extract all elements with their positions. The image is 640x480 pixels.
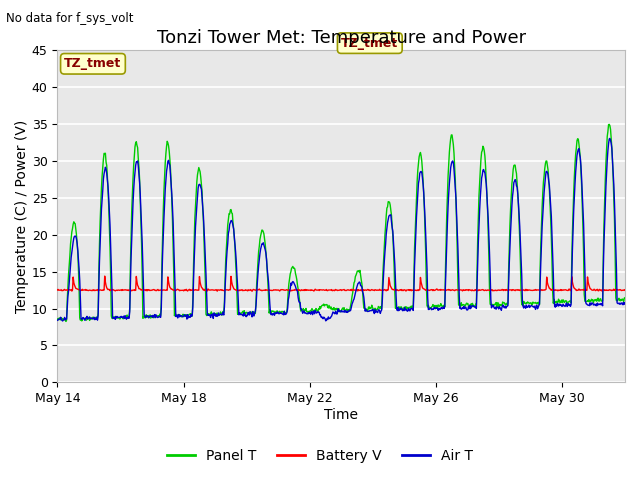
Text: TZ_tmet: TZ_tmet [341,36,399,49]
Title: Tonzi Tower Met: Temperature and Power: Tonzi Tower Met: Temperature and Power [157,29,525,48]
Y-axis label: Temperature (C) / Power (V): Temperature (C) / Power (V) [15,120,29,313]
Legend: Panel T, Battery V, Air T: Panel T, Battery V, Air T [161,443,479,468]
X-axis label: Time: Time [324,408,358,422]
Text: TZ_tmet: TZ_tmet [64,57,122,70]
Text: No data for f_sys_volt: No data for f_sys_volt [6,12,134,25]
